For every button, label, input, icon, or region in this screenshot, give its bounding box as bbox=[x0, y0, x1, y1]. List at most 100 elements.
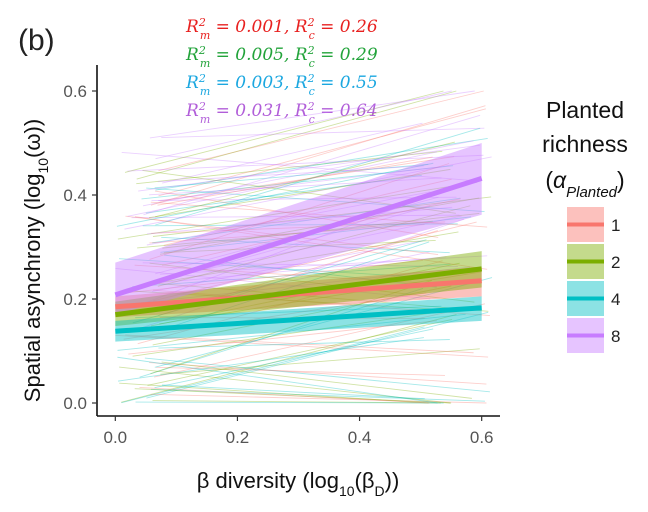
x-tick-label: 0.4 bbox=[348, 428, 372, 447]
site-line bbox=[158, 108, 486, 197]
site-line bbox=[159, 156, 455, 202]
site-line bbox=[149, 163, 450, 260]
site-line bbox=[131, 214, 460, 219]
site-line bbox=[143, 114, 481, 216]
site-line bbox=[154, 163, 429, 189]
site-line bbox=[158, 215, 462, 280]
site-line bbox=[124, 156, 492, 230]
site-line bbox=[159, 255, 488, 275]
site-line bbox=[151, 196, 457, 201]
site-line bbox=[121, 326, 425, 404]
fit-line-8 bbox=[114, 175, 483, 298]
site-line bbox=[137, 260, 443, 345]
site-line bbox=[158, 90, 484, 172]
site-line bbox=[162, 122, 423, 184]
site-line bbox=[161, 361, 472, 399]
r2-annotation-1: R2 m = 0.001, R2 c = 0.26 bbox=[185, 16, 378, 42]
site-line bbox=[119, 382, 429, 404]
site-line bbox=[121, 151, 472, 181]
y-tick-label: 0.6 bbox=[63, 82, 87, 101]
site-line bbox=[155, 141, 455, 218]
site-line bbox=[146, 187, 485, 213]
site-line bbox=[149, 362, 487, 385]
site-line bbox=[149, 90, 475, 139]
y-tick-label: 0.2 bbox=[63, 290, 87, 309]
legend-title-line-2: richness bbox=[542, 131, 628, 157]
site-line bbox=[163, 178, 452, 246]
site-line bbox=[142, 170, 456, 214]
site-line bbox=[137, 218, 465, 330]
x-axis-title: β diversity (log10(βD)) bbox=[197, 468, 400, 499]
site-line bbox=[117, 181, 478, 240]
site-line bbox=[119, 258, 421, 278]
site-line bbox=[159, 271, 481, 325]
site-line bbox=[159, 197, 480, 255]
site-line bbox=[150, 393, 487, 404]
site-line bbox=[153, 221, 477, 302]
site-line bbox=[119, 366, 451, 404]
r2-annotation-2: R2 m = 0.005, R2 c = 0.29 bbox=[185, 44, 378, 70]
site-line bbox=[122, 290, 445, 311]
site-line bbox=[161, 127, 485, 139]
fit-line-2 bbox=[115, 266, 482, 318]
site-line bbox=[117, 337, 424, 382]
x-ticks: 0.0 0.2 0.4 0.6 bbox=[103, 416, 494, 447]
y-axis-title: Spatial asynchrony (log10(ω)) bbox=[20, 119, 51, 402]
site-line bbox=[124, 259, 423, 294]
legend-key-8: 8 bbox=[567, 318, 620, 353]
site-line bbox=[152, 400, 441, 404]
site-line bbox=[124, 90, 444, 173]
y-tick-label: 0.0 bbox=[63, 394, 87, 413]
site-line bbox=[155, 137, 488, 191]
site-line bbox=[127, 154, 484, 172]
legend-key-4: 4 bbox=[567, 281, 620, 316]
r2-annotation-4: R2 m = 0.031, R2 c = 0.64 bbox=[185, 100, 378, 126]
site-line bbox=[150, 279, 433, 375]
legend-key-2: 2 bbox=[567, 244, 620, 279]
site-line bbox=[143, 256, 447, 285]
r2-annotation-3: R2 m = 0.003, R2 c = 0.55 bbox=[185, 72, 378, 98]
site-line bbox=[151, 240, 423, 292]
site-line bbox=[154, 328, 434, 389]
site-line bbox=[115, 267, 431, 300]
site-line bbox=[141, 165, 454, 200]
site-line bbox=[163, 240, 436, 254]
site-line bbox=[132, 263, 451, 288]
site-line bbox=[157, 166, 441, 202]
site-line bbox=[128, 320, 437, 355]
site-line bbox=[154, 190, 439, 238]
site-line bbox=[150, 105, 486, 206]
site-line bbox=[137, 220, 433, 249]
site-line bbox=[138, 144, 480, 192]
fit-line-4 bbox=[115, 305, 482, 334]
site-line bbox=[158, 339, 450, 349]
legend-label: 1 bbox=[611, 216, 620, 235]
legend-keys: 1 2 4 8 bbox=[567, 207, 620, 353]
site-line bbox=[156, 366, 445, 376]
panel-label: (b) bbox=[18, 24, 55, 57]
site-line bbox=[149, 177, 442, 196]
fit-lines bbox=[114, 175, 483, 334]
site-line bbox=[152, 196, 492, 237]
site-line bbox=[115, 334, 489, 358]
site-line bbox=[146, 231, 459, 286]
ci-ribbon-2 bbox=[115, 251, 482, 327]
site-line bbox=[158, 241, 430, 332]
y-tick-label: 0.4 bbox=[63, 186, 87, 205]
site-line bbox=[142, 223, 458, 227]
ci-ribbon-8 bbox=[115, 143, 482, 315]
legend-title-line-3: (αPlanted) bbox=[545, 167, 624, 201]
site-line bbox=[135, 195, 428, 308]
site-line bbox=[136, 90, 457, 180]
site-line bbox=[149, 224, 425, 244]
site-line bbox=[155, 127, 481, 226]
site-line bbox=[161, 384, 425, 400]
site-line bbox=[154, 277, 493, 368]
site-line bbox=[135, 305, 442, 319]
site-line bbox=[148, 168, 451, 219]
plot-area: 0.0 0.2 0.4 0.6 0.0 0.2 0.4 0.6 bbox=[63, 65, 500, 447]
x-tick-label: 0.2 bbox=[226, 428, 250, 447]
legend-title-line-1: Planted bbox=[546, 97, 624, 123]
site-line bbox=[157, 165, 424, 183]
